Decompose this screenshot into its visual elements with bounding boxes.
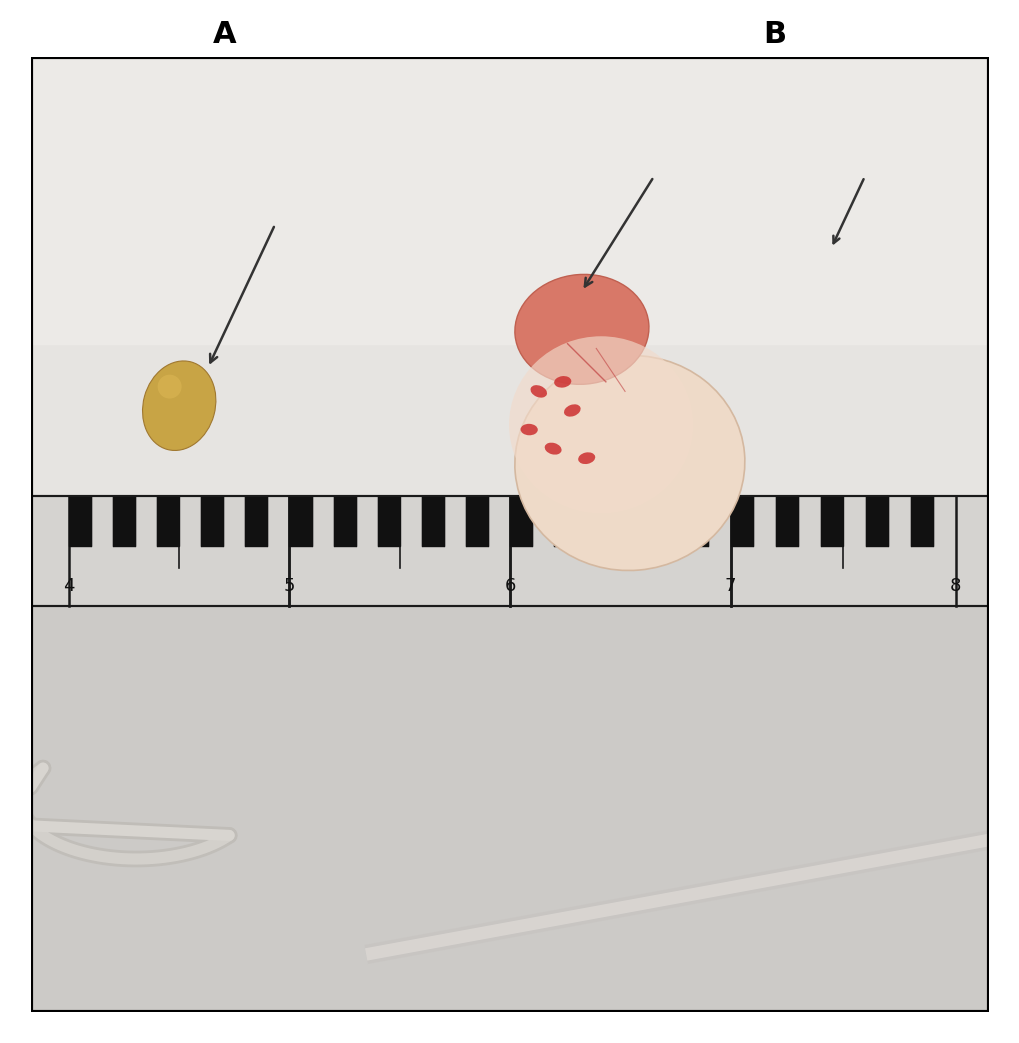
Text: 6: 6 (503, 577, 516, 595)
Text: 4: 4 (63, 577, 74, 595)
Bar (597, 496, 620, 545)
Bar (466, 496, 487, 545)
Bar (910, 496, 932, 545)
Text: B: B (763, 20, 786, 49)
Bar (289, 496, 311, 545)
Bar (31, 57, 988, 344)
Bar (422, 496, 443, 545)
Bar (686, 496, 708, 545)
Bar (201, 496, 223, 545)
Bar (69, 496, 91, 545)
Bar (246, 496, 267, 545)
Bar (730, 496, 752, 545)
Ellipse shape (544, 442, 561, 455)
Bar (820, 496, 843, 545)
Ellipse shape (564, 405, 580, 416)
Bar (553, 496, 576, 545)
Bar (865, 496, 888, 545)
Bar (377, 496, 399, 545)
Ellipse shape (574, 465, 627, 499)
Bar (113, 496, 135, 545)
Ellipse shape (143, 361, 216, 451)
Bar (157, 496, 179, 545)
Ellipse shape (158, 374, 181, 398)
Bar (510, 496, 532, 545)
Text: 5: 5 (283, 577, 294, 595)
Ellipse shape (578, 453, 595, 464)
Ellipse shape (530, 385, 546, 397)
Bar (774, 496, 797, 545)
Text: 8: 8 (950, 577, 961, 595)
Bar (642, 496, 663, 545)
Ellipse shape (520, 423, 537, 435)
Bar (31, 496, 988, 606)
Ellipse shape (515, 274, 648, 384)
Bar (333, 496, 356, 545)
Ellipse shape (553, 377, 571, 388)
Ellipse shape (515, 356, 744, 571)
Ellipse shape (508, 336, 693, 513)
Text: 7: 7 (725, 577, 736, 595)
Bar (31, 57, 988, 496)
Text: A: A (212, 20, 236, 49)
Bar (31, 606, 988, 1012)
